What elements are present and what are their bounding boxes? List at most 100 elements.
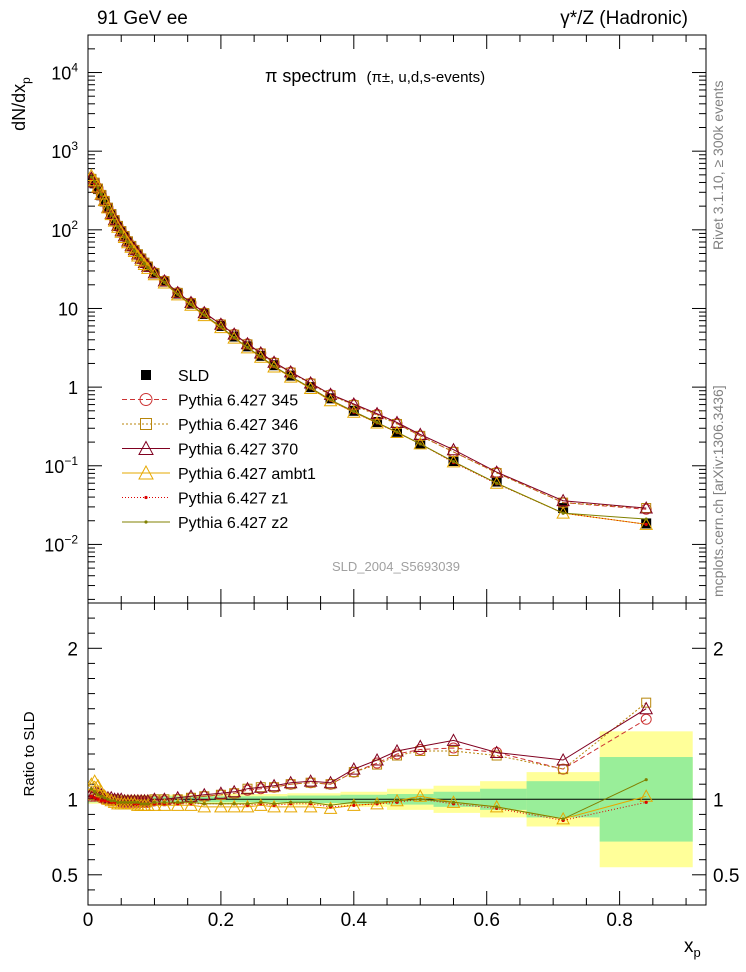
data-point [272,364,276,368]
data-point [352,409,356,414]
ratio-y-tick-label: 2 [67,639,78,660]
legend-label: Pythia 6.427 z2 [178,515,288,532]
data-point [283,370,298,383]
data-point [129,245,133,249]
data-point [88,173,102,187]
legend-item: Pythia 6.427 370 [122,440,298,459]
data-point [303,381,318,395]
series-pythia-6-427-370 [88,171,654,514]
data-point [184,298,198,311]
data-point [99,799,103,803]
series-line [90,178,647,510]
legend: SLD Pythia 6.427 345 Pythia 6.427 346 Pythi… [122,368,316,532]
data-point [418,797,422,801]
data-point [259,355,263,359]
ratio-line [91,702,647,802]
x-axis-label: xp [684,936,701,960]
data-point [89,794,93,798]
ratio-y-tick-label: 1 [67,790,78,811]
data-point [126,240,130,244]
y-tick-label: 104 [51,61,78,84]
ratio-y-axis-label: Ratio to SLD [21,711,38,796]
data-point [146,802,150,806]
data-point [103,796,107,800]
data-point [245,345,250,349]
data-point [97,193,112,207]
x-tick-label: 0.2 [208,910,234,931]
data-point [556,752,570,766]
data-point [139,258,143,262]
ratio-y-tick-label-right: 0.5 [713,866,739,887]
series-pythia-6-427-z2 [89,175,648,521]
series-pythia-6-427-345 [88,172,652,515]
ratio-y-tick-label: 0.5 [52,866,78,887]
data-point [104,207,119,221]
data-point [323,393,338,407]
data-point [106,206,110,210]
series-pythia-6-427-z1 [89,176,648,526]
data-point [99,794,103,798]
data-point [93,180,97,184]
data-point [644,778,648,782]
data-point [640,713,652,725]
legend-label: Pythia 6.427 ambt1 [178,466,316,483]
analysis-watermark: SLD_2004_S5693039 [332,559,460,574]
data-point [348,400,359,411]
data-point [189,800,193,804]
data-point [116,800,120,804]
data-point [109,212,113,217]
data-point [232,335,236,340]
data-point [141,370,151,380]
data-point [152,800,157,804]
data-point [197,787,212,801]
data-point [639,701,654,715]
data-point [136,253,140,257]
data-point [644,522,648,526]
series-sld [88,174,652,529]
data-point [162,800,167,804]
legend-label: Pythia 6.427 370 [178,442,298,459]
data-point [323,775,338,789]
data-point [556,506,570,519]
data-point [639,517,654,530]
data-point [240,340,255,354]
data-point [132,800,137,804]
data-point [126,800,130,804]
data-point [147,798,162,811]
main-title: π spectrum (π±, u,d,s-events) [265,66,485,86]
data-point [303,799,318,813]
y-tick-label: 1 [68,378,78,398]
data-point [451,800,456,804]
data-point [227,784,242,798]
data-point [446,454,461,468]
data-point [352,803,356,807]
series-pythia-6-427-346 [88,173,652,514]
data-point [328,398,333,402]
data-point [140,418,152,430]
y-tick-label: 10−1 [44,454,78,477]
data-point [375,420,379,425]
data-point [375,800,379,804]
data-point [346,396,361,410]
data-point [253,350,268,363]
data-point [446,442,461,456]
data-point [157,275,172,289]
data-point [390,425,404,438]
data-point [147,267,162,281]
data-point [96,793,100,797]
data-point [139,802,143,806]
data-point [227,331,242,344]
rivet-label: Rivet 3.1.10, ≥ 300k events [710,80,726,250]
data-point [214,317,228,330]
data-point [232,802,236,806]
data-point [259,800,263,804]
legend-item: Pythia 6.427 ambt1 [122,464,316,483]
data-point [96,797,100,801]
data-point [119,800,123,804]
x-tick-label: 0.4 [341,910,368,931]
data-point [289,374,293,378]
data-point [644,800,648,804]
data-point [240,799,255,813]
